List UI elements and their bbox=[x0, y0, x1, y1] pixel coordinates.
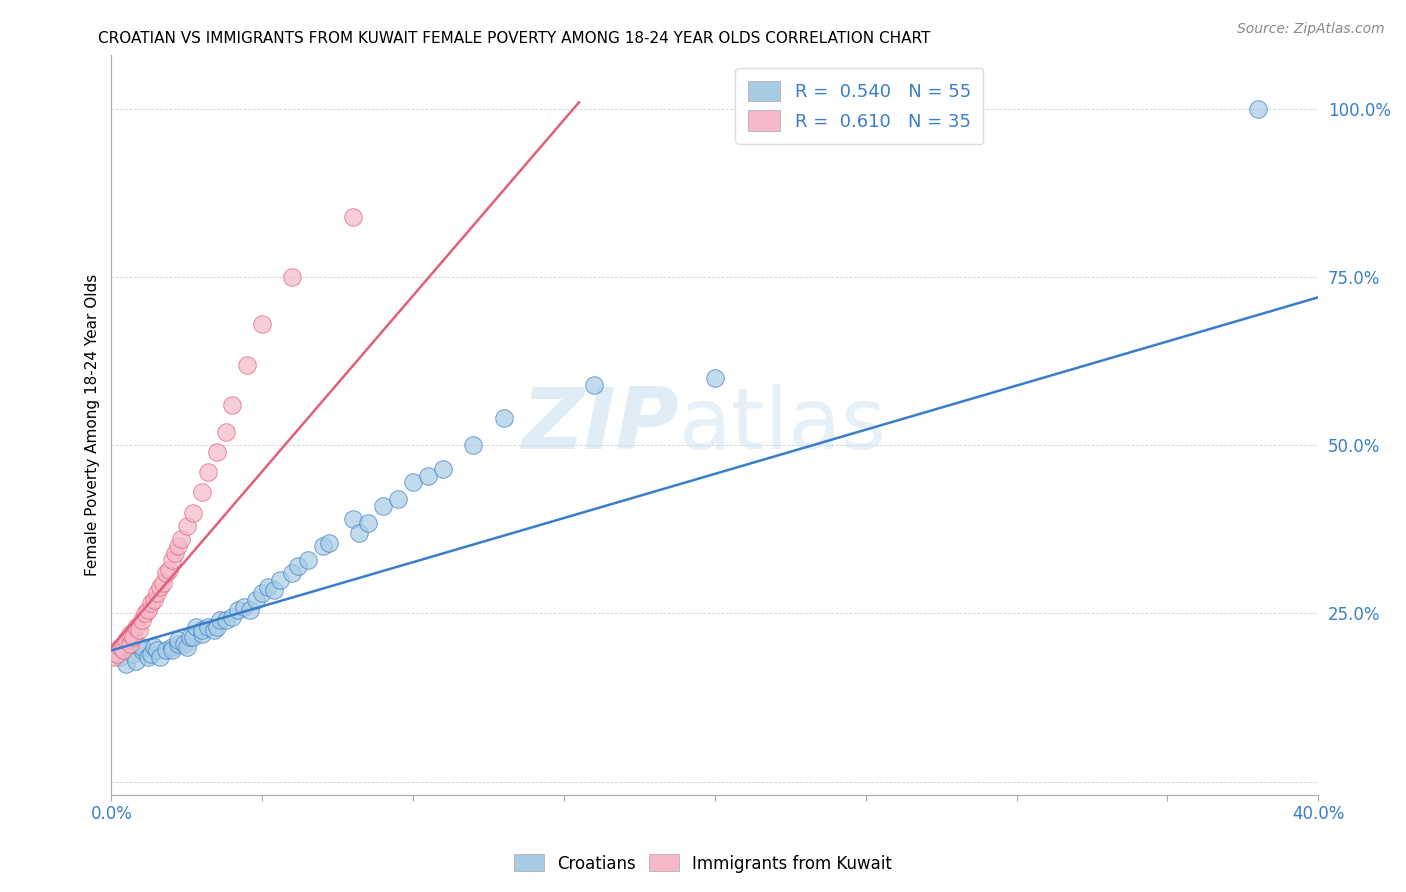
Y-axis label: Female Poverty Among 18-24 Year Olds: Female Poverty Among 18-24 Year Olds bbox=[86, 274, 100, 576]
Point bbox=[1247, 102, 1270, 116]
Point bbox=[252, 586, 274, 600]
Point bbox=[118, 626, 141, 640]
Point bbox=[583, 377, 606, 392]
Text: CROATIAN VS IMMIGRANTS FROM KUWAIT FEMALE POVERTY AMONG 18-24 YEAR OLDS CORRELAT: CROATIAN VS IMMIGRANTS FROM KUWAIT FEMAL… bbox=[98, 31, 931, 46]
Point bbox=[236, 358, 259, 372]
Point bbox=[157, 563, 180, 577]
Point bbox=[418, 468, 440, 483]
Point bbox=[221, 398, 243, 412]
Point bbox=[139, 647, 162, 661]
Point bbox=[297, 552, 319, 566]
Point bbox=[252, 317, 274, 331]
Point bbox=[257, 580, 280, 594]
Point bbox=[371, 499, 394, 513]
Point bbox=[134, 607, 156, 621]
Point bbox=[463, 438, 485, 452]
Point bbox=[287, 559, 309, 574]
Point bbox=[181, 506, 204, 520]
Point bbox=[176, 640, 198, 654]
Point bbox=[202, 624, 225, 638]
Point bbox=[342, 210, 364, 224]
Point bbox=[703, 371, 725, 385]
Point bbox=[166, 539, 188, 553]
Point bbox=[139, 596, 162, 610]
Text: atlas: atlas bbox=[679, 384, 887, 467]
Point bbox=[131, 613, 153, 627]
Point bbox=[142, 593, 165, 607]
Point bbox=[115, 657, 138, 671]
Point bbox=[110, 640, 132, 654]
Legend: R =  0.540   N = 55, R =  0.610   N = 35: R = 0.540 N = 55, R = 0.610 N = 35 bbox=[735, 68, 983, 144]
Point bbox=[124, 654, 146, 668]
Point bbox=[121, 647, 143, 661]
Point bbox=[160, 640, 183, 654]
Point bbox=[245, 593, 267, 607]
Point bbox=[166, 637, 188, 651]
Point bbox=[136, 650, 159, 665]
Point bbox=[163, 546, 186, 560]
Point bbox=[155, 566, 177, 580]
Point bbox=[124, 620, 146, 634]
Point bbox=[357, 516, 380, 530]
Point bbox=[402, 475, 425, 490]
Point bbox=[145, 586, 167, 600]
Point bbox=[142, 640, 165, 654]
Point bbox=[387, 492, 409, 507]
Point bbox=[131, 640, 153, 654]
Point bbox=[318, 536, 340, 550]
Point bbox=[115, 633, 138, 648]
Point bbox=[112, 643, 135, 657]
Point bbox=[311, 539, 333, 553]
Point bbox=[347, 525, 370, 540]
Point bbox=[160, 552, 183, 566]
Point bbox=[149, 580, 172, 594]
Point bbox=[110, 650, 132, 665]
Point bbox=[179, 630, 201, 644]
Point bbox=[136, 603, 159, 617]
Point bbox=[233, 599, 256, 614]
Text: Source: ZipAtlas.com: Source: ZipAtlas.com bbox=[1237, 22, 1385, 37]
Point bbox=[160, 643, 183, 657]
Point bbox=[103, 650, 125, 665]
Point bbox=[197, 620, 219, 634]
Legend: Croatians, Immigrants from Kuwait: Croatians, Immigrants from Kuwait bbox=[508, 847, 898, 880]
Point bbox=[239, 603, 262, 617]
Point bbox=[191, 624, 214, 638]
Point bbox=[173, 637, 195, 651]
Point bbox=[149, 650, 172, 665]
Point bbox=[155, 643, 177, 657]
Point bbox=[107, 647, 129, 661]
Point bbox=[342, 512, 364, 526]
Point bbox=[176, 519, 198, 533]
Point bbox=[184, 620, 207, 634]
Point bbox=[166, 633, 188, 648]
Point bbox=[281, 270, 304, 285]
Point bbox=[205, 445, 228, 459]
Point bbox=[145, 643, 167, 657]
Point bbox=[492, 411, 515, 425]
Point bbox=[170, 533, 193, 547]
Point bbox=[197, 465, 219, 479]
Point bbox=[226, 603, 249, 617]
Point bbox=[205, 620, 228, 634]
Text: ZIP: ZIP bbox=[522, 384, 679, 467]
Point bbox=[121, 630, 143, 644]
Point bbox=[221, 609, 243, 624]
Point bbox=[191, 626, 214, 640]
Point bbox=[208, 613, 231, 627]
Point bbox=[181, 630, 204, 644]
Point bbox=[269, 573, 291, 587]
Point bbox=[152, 576, 174, 591]
Point bbox=[131, 643, 153, 657]
Point bbox=[432, 462, 454, 476]
Point bbox=[128, 624, 150, 638]
Point bbox=[281, 566, 304, 580]
Point bbox=[215, 613, 238, 627]
Point bbox=[191, 485, 214, 500]
Point bbox=[263, 582, 285, 597]
Point bbox=[215, 425, 238, 439]
Point bbox=[118, 637, 141, 651]
